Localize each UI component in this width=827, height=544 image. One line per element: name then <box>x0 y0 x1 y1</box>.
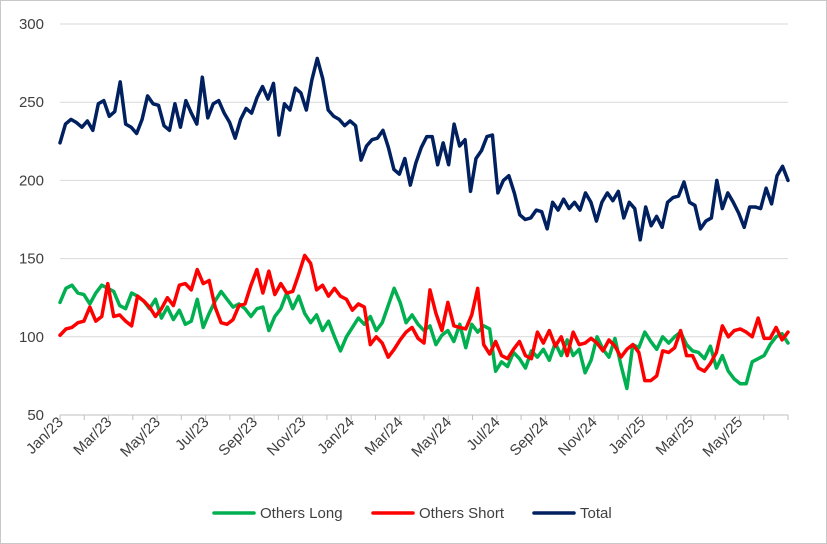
x-tick-label: Jan/24 <box>314 414 358 458</box>
y-tick-label: 100 <box>19 329 44 346</box>
x-tick-label: May/25 <box>699 414 746 461</box>
x-tick-label: Jul/23 <box>172 414 212 454</box>
legend-label: Others Short <box>419 505 505 522</box>
series-line-total <box>58 56 790 242</box>
x-tick-label: Mar/23 <box>70 414 115 459</box>
x-tick-label: Sep/23 <box>215 414 261 460</box>
x-tick-label: Mar/25 <box>653 414 698 459</box>
x-axis: Jan/23 Mar/23 May/23 Jul/23 Sep/23 Nov/23 Jan/… <box>23 414 789 461</box>
series-lines <box>58 56 790 391</box>
gridlines <box>60 23 788 416</box>
y-axis-ticks: 50 100 150 200 250 300 <box>19 16 44 424</box>
x-tick-label: Sep/24 <box>507 414 553 460</box>
x-tick-label: Mar/24 <box>362 414 407 459</box>
series-line-others-short <box>58 253 790 383</box>
legend-label: Others Long <box>260 505 343 522</box>
x-tick-label: Nov/23 <box>264 414 310 460</box>
y-tick-label: 150 <box>19 251 44 268</box>
legend-label: Total <box>580 505 612 522</box>
y-tick-label: 300 <box>19 16 44 33</box>
y-tick-label: 250 <box>19 94 44 111</box>
x-tick-label: Nov/24 <box>555 414 601 460</box>
y-tick-label: 50 <box>27 407 44 424</box>
x-tick-label: May/23 <box>117 414 164 461</box>
x-tick-label: Jan/25 <box>605 414 649 458</box>
x-tick-label: May/24 <box>408 414 455 461</box>
x-tick-label: Jul/24 <box>463 414 503 454</box>
legend: Others Long Others Short Total <box>212 505 612 522</box>
y-tick-label: 200 <box>19 172 44 189</box>
